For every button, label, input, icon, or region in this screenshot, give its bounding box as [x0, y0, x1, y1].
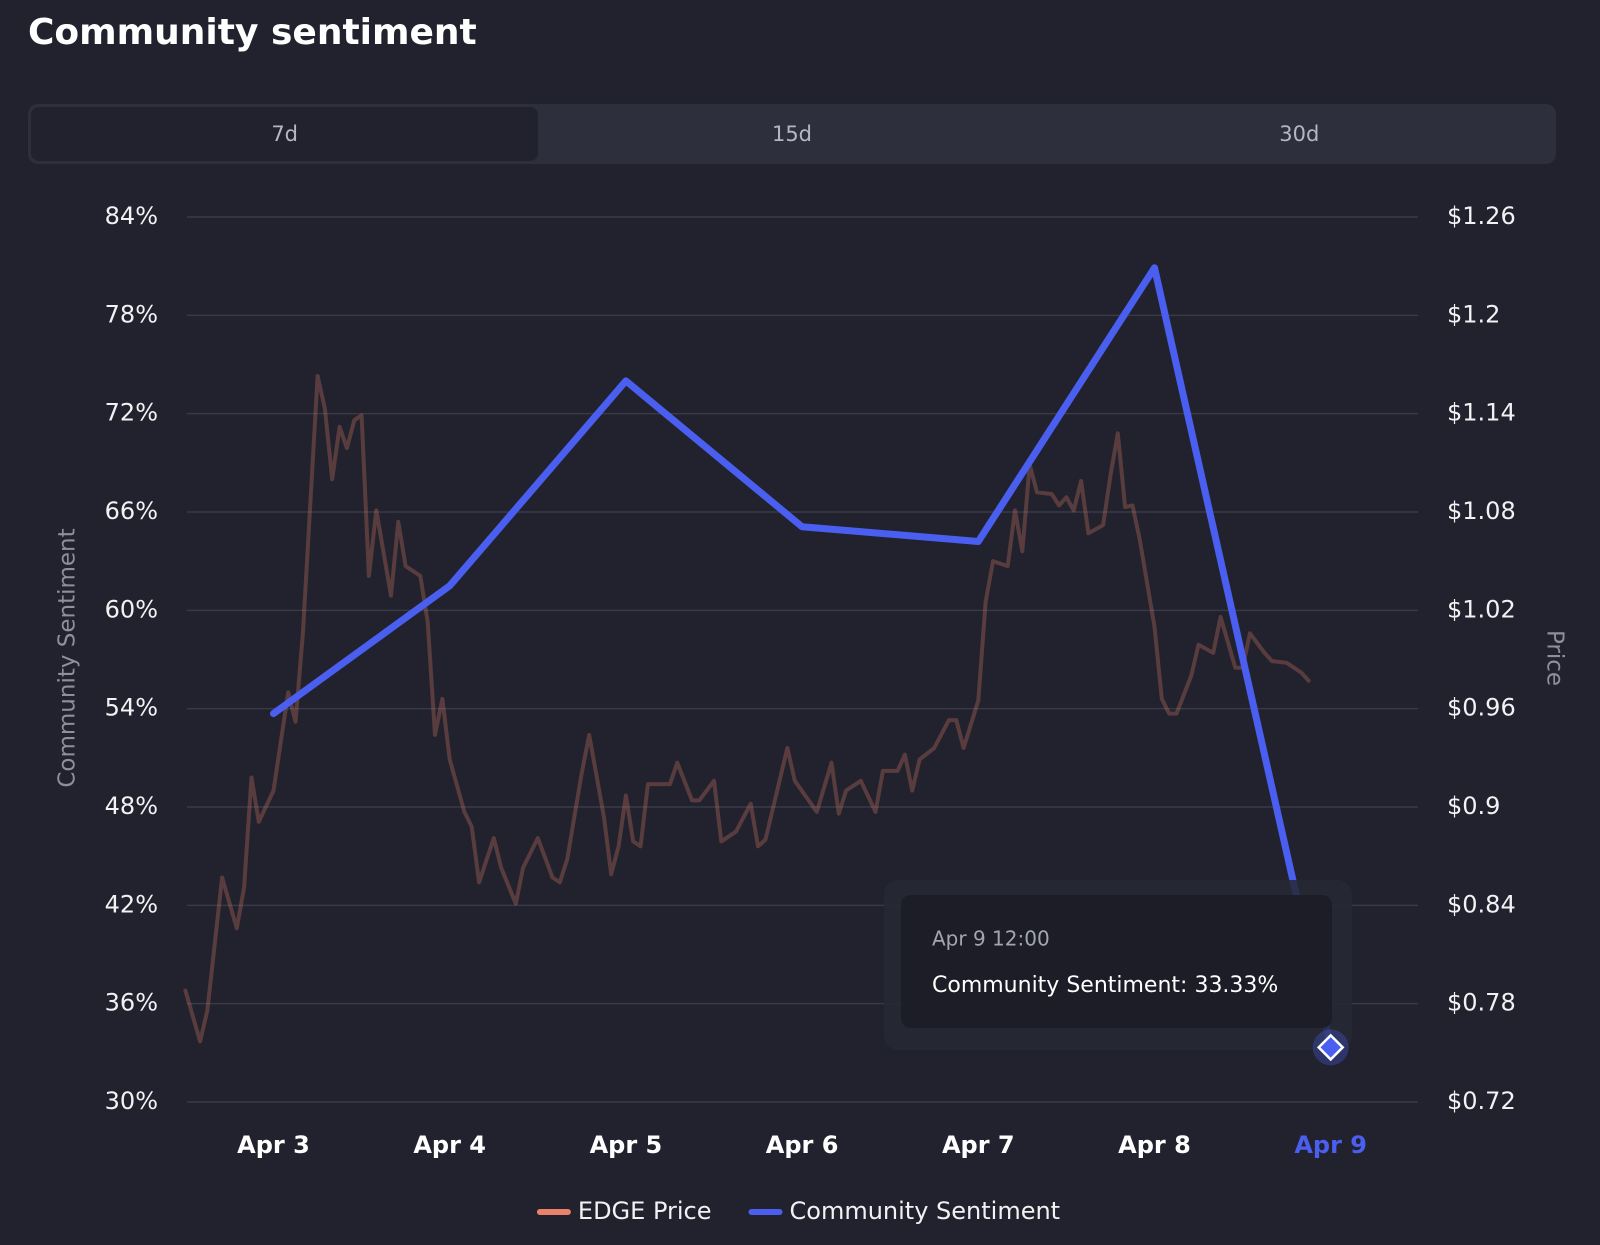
x-tick-label: Apr 5 — [590, 1131, 663, 1159]
tooltip: Apr 9 12:00 Community Sentiment: 33.33% — [884, 880, 1352, 1050]
x-tick-label: Apr 3 — [237, 1131, 310, 1159]
x-tick-label: Apr 8 — [1118, 1131, 1191, 1159]
x-tick-label: Apr 9 — [1294, 1131, 1367, 1159]
y-axis-title: Community Sentiment — [55, 528, 81, 787]
tooltip-title: Apr 9 12:00 — [932, 927, 1050, 951]
y-tick-label: 30% — [105, 1087, 158, 1115]
y2-tick-label: $0.96 — [1447, 694, 1516, 722]
y-tick-label: 42% — [105, 890, 158, 918]
y-tick-label: 78% — [105, 300, 158, 328]
y2-tick-label: $1.14 — [1447, 399, 1516, 427]
sentiment-line — [270, 264, 1335, 1051]
y2-tick-label: $1.08 — [1447, 497, 1516, 525]
legend-label: EDGE Price — [578, 1197, 712, 1225]
y2-tick-label: $1.02 — [1447, 595, 1516, 623]
x-tick-label: Apr 6 — [766, 1131, 839, 1159]
legend-item: Community Sentiment — [748, 1197, 1061, 1225]
y-tick-label: 48% — [105, 792, 158, 820]
price-line — [183, 374, 1311, 1044]
y2-tick-label: $0.84 — [1447, 890, 1516, 918]
x-tick-label: Apr 4 — [413, 1131, 486, 1159]
y2-tick-label: $0.78 — [1447, 989, 1516, 1017]
range-tabs: 7d 15d 30d — [28, 104, 1556, 164]
y-tick-label: 84% — [105, 202, 158, 230]
y2-tick-label: $0.9 — [1447, 792, 1500, 820]
tab[interactable]: 7d — [31, 107, 539, 161]
y2-tick-label: $1.2 — [1447, 300, 1500, 328]
legend-label: Community Sentiment — [790, 1197, 1061, 1225]
tab[interactable]: 15d — [771, 122, 813, 146]
active-point — [1316, 1033, 1345, 1062]
y2-axis-title: Price — [1542, 630, 1568, 686]
legend-item: EDGE Price — [536, 1197, 712, 1225]
y-tick-label: 72% — [105, 399, 158, 427]
page-title: Community sentiment — [28, 12, 477, 53]
y-tick-label: 66% — [105, 497, 158, 525]
tab[interactable]: 30d — [1279, 122, 1320, 146]
y-tick-label: 60% — [105, 595, 158, 623]
y2-tick-label: $0.72 — [1447, 1087, 1516, 1115]
y2-tick-label: $1.26 — [1447, 202, 1516, 230]
tooltip-box — [901, 895, 1332, 1028]
tooltip-text: Community Sentiment: 33.33% — [932, 973, 1278, 998]
y-tick-label: 36% — [105, 989, 158, 1017]
y-tick-label: 54% — [105, 694, 158, 722]
x-tick-label: Apr 7 — [942, 1131, 1015, 1159]
